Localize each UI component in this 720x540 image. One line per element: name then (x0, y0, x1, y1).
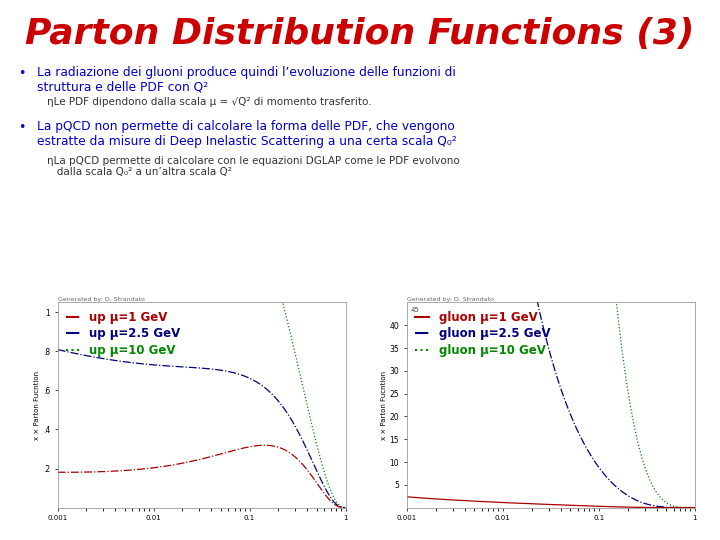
Text: ηLa pQCD permette di calcolare con le equazioni DGLAP come le PDF evolvono
   da: ηLa pQCD permette di calcolare con le eq… (47, 156, 459, 177)
Text: La radiazione dei gluoni produce quindi l’evoluzione delle funzioni di
struttura: La radiazione dei gluoni produce quindi … (37, 66, 456, 94)
Text: La pQCD non permette di calcolare la forma delle PDF, che vengono
estratte da mi: La pQCD non permette di calcolare la for… (37, 120, 457, 148)
Legend: up μ=1 GeV, up μ=2.5 GeV, up μ=10 GeV: up μ=1 GeV, up μ=2.5 GeV, up μ=10 GeV (63, 308, 183, 359)
Text: •: • (18, 68, 25, 80)
Text: Generated by: D. Strandato: Generated by: D. Strandato (407, 297, 494, 302)
Text: Parton Distribution Functions (3): Parton Distribution Functions (3) (25, 17, 695, 51)
Text: 45: 45 (411, 307, 420, 313)
Text: •: • (18, 122, 25, 134)
Text: ηLe PDF dipendono dalla scala μ = √Q² di momento trasferito.: ηLe PDF dipendono dalla scala μ = √Q² di… (47, 97, 372, 107)
Y-axis label: x × Parton Fucntion: x × Parton Fucntion (34, 370, 40, 440)
Y-axis label: x × Parton Fucntion: x × Parton Fucntion (381, 370, 387, 440)
Legend: gluon μ=1 GeV, gluon μ=2.5 GeV, gluon μ=10 GeV: gluon μ=1 GeV, gluon μ=2.5 GeV, gluon μ=… (413, 308, 553, 359)
Text: Generated by: D. Strandato: Generated by: D. Strandato (58, 297, 145, 302)
